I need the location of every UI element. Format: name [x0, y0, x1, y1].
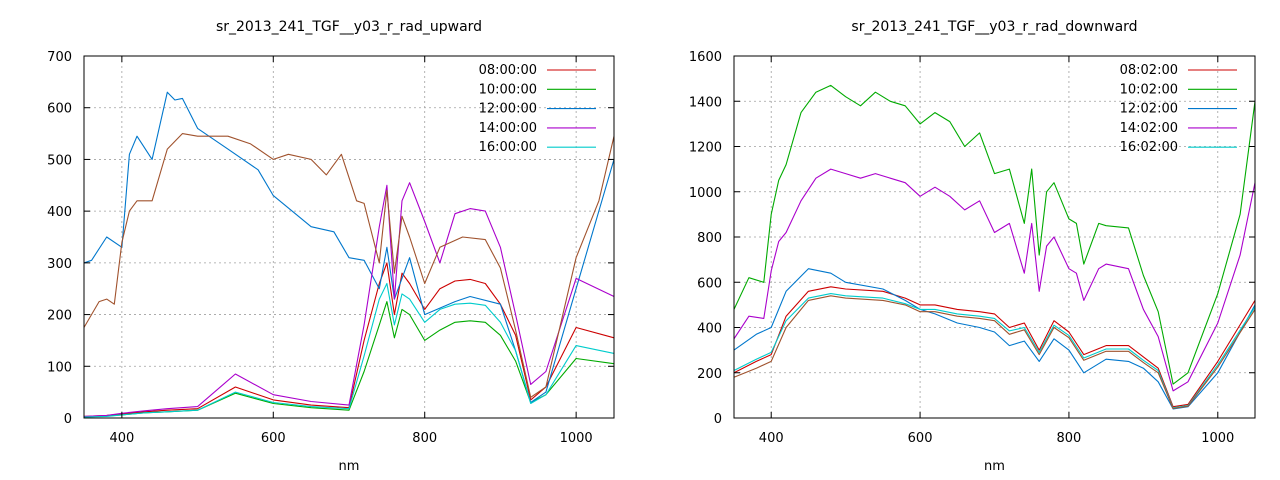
chart-1: 400 600 800 1000 0 100 200 300 400 500 600 700 sr_20…: [47, 19, 615, 474]
y-tick-label: 600: [47, 102, 72, 117]
series-line-2: [733, 84, 1256, 385]
y-tick-label: 0: [714, 412, 722, 427]
y-tick-label: 100: [47, 360, 72, 375]
y-tick-label: 800: [697, 231, 722, 246]
y-tick-label: 500: [47, 153, 72, 168]
y-tick-label: 400: [47, 205, 72, 220]
x-tick-label: 1000: [560, 431, 593, 446]
legend-label: 12:00:00: [479, 102, 537, 117]
y-tick-label: 1400: [689, 95, 722, 110]
legend: 08:00:00 10:00:00 12:00:00 14:00:00 16:00:00: [479, 63, 596, 155]
legend-label: 12:02:00: [1120, 102, 1178, 117]
series-line-4: [83, 182, 615, 417]
legend-label: 10:00:00: [479, 82, 537, 97]
series-line-3: [83, 91, 615, 404]
legend-label: 14:00:00: [479, 121, 537, 136]
series-line-4: [733, 168, 1256, 392]
x-tick-label: 800: [1057, 431, 1082, 446]
x-tick-label: 600: [261, 431, 286, 446]
legend-label: 10:02:00: [1120, 82, 1178, 97]
x-axis-label: nm: [339, 459, 360, 474]
series-line-3: [733, 268, 1256, 410]
x-tick-label: 400: [109, 431, 134, 446]
y-tick-label: 0: [64, 412, 72, 427]
x-axis-label: nm: [984, 459, 1005, 474]
y-tick-label: 1200: [689, 141, 722, 156]
legend-label: 14:02:00: [1120, 121, 1178, 136]
series-line-5: [733, 293, 1256, 409]
chart-title: sr_2013_241_TGF__y03_r_rad_upward: [216, 19, 482, 35]
x-tick-label: 600: [908, 431, 933, 446]
series-line-6: [733, 295, 1256, 410]
x-tick-label: 400: [759, 431, 784, 446]
series-line-5: [83, 282, 615, 418]
legend-label: 16:00:00: [479, 140, 537, 155]
y-tick-label: 1000: [689, 186, 722, 201]
legend: 08:02:00 10:02:00 12:02:00 14:02:00 16:02:00: [1120, 63, 1237, 155]
y-tick-label: 700: [47, 50, 72, 65]
y-tick-label: 400: [697, 322, 722, 337]
series-line-1: [733, 286, 1256, 408]
y-tick-label: 200: [47, 309, 72, 324]
y-tick-label: 1600: [689, 50, 722, 65]
plot-frame: [83, 55, 615, 419]
y-tick-label: 200: [697, 367, 722, 382]
legend-label: 08:00:00: [479, 63, 537, 78]
series-line-6: [83, 133, 615, 398]
legend-label: 16:02:00: [1120, 140, 1178, 155]
series-line-1: [83, 262, 615, 417]
legend-label: 08:02:00: [1120, 63, 1178, 78]
x-tick-label: 1000: [1201, 431, 1234, 446]
x-tick-label: 800: [412, 431, 437, 446]
chart-2: 400 600 800 1000 0 200 400 600 800 1000 1200 1400 16…: [689, 19, 1256, 474]
chart-title: sr_2013_241_TGF__y03_r_rad_downward: [851, 19, 1137, 35]
y-tick-label: 300: [47, 257, 72, 272]
y-tick-label: 600: [697, 276, 722, 291]
